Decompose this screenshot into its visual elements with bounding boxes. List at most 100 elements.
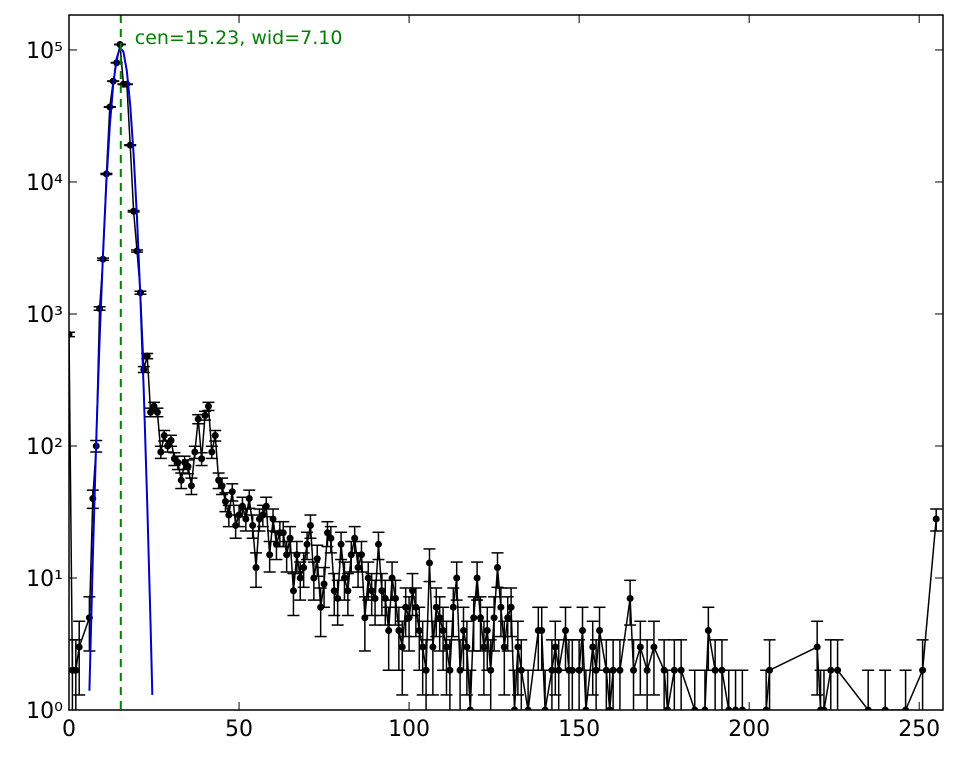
data-point — [242, 515, 250, 523]
data-point — [422, 666, 430, 674]
data-point — [408, 587, 416, 595]
plot-area — [69, 15, 943, 710]
data-point — [493, 564, 501, 572]
data-point — [354, 564, 362, 572]
data-point — [391, 594, 399, 602]
axes-frame — [68, 14, 944, 711]
data-point — [630, 666, 638, 674]
y-tick-label: 10³ — [26, 303, 63, 328]
data-point — [524, 706, 532, 710]
data-point — [551, 643, 559, 651]
data-point — [286, 534, 294, 542]
y-tick-label: 10¹ — [26, 567, 63, 592]
y-tick-label: 10² — [26, 435, 63, 460]
data-point — [262, 502, 270, 510]
data-point — [395, 627, 403, 635]
data-point — [249, 521, 257, 529]
data-point — [701, 706, 709, 710]
data-point — [511, 706, 519, 710]
data-point — [374, 540, 382, 548]
x-tick-label: 50 — [225, 717, 253, 742]
data-point — [143, 352, 151, 360]
data-point — [225, 511, 233, 519]
data-point — [289, 587, 297, 595]
data-point — [439, 627, 447, 635]
data-point — [201, 412, 209, 420]
data-point — [425, 559, 433, 567]
data-point — [279, 529, 287, 537]
data-point — [381, 594, 389, 602]
data-point — [371, 594, 379, 602]
data-point — [902, 706, 910, 710]
data-point — [69, 330, 73, 338]
data-point — [548, 666, 556, 674]
axes: 0 50 100 150 200 250 10⁰ 10¹ 10² 10³ 10⁴ 10⁵ — [26, 15, 943, 742]
data-point — [589, 643, 597, 651]
data-point — [762, 706, 770, 710]
data-point — [476, 614, 484, 622]
data-point — [606, 706, 614, 710]
data-point — [330, 587, 338, 595]
data-point — [555, 666, 563, 674]
data-point — [827, 666, 835, 674]
data-point — [517, 666, 525, 674]
data-point — [932, 515, 940, 523]
data-point — [582, 706, 590, 710]
data-point — [194, 415, 202, 423]
x-tick-label: 200 — [728, 717, 770, 742]
data-point — [334, 594, 342, 602]
data-point — [919, 666, 927, 674]
data-point — [221, 497, 229, 505]
data-point — [579, 627, 587, 635]
data-point — [490, 614, 498, 622]
data-point — [351, 534, 359, 542]
data-point — [643, 666, 651, 674]
data-point — [75, 643, 83, 651]
data-point — [184, 462, 192, 470]
data-point — [596, 627, 604, 635]
data-point — [636, 643, 644, 651]
data-point — [415, 627, 423, 635]
data-point — [470, 614, 478, 622]
data-point — [160, 432, 168, 440]
data-point — [483, 627, 491, 635]
data-point — [507, 603, 515, 611]
data-point — [704, 627, 712, 635]
data-point — [296, 574, 304, 582]
data-point — [323, 529, 331, 537]
data-point — [269, 515, 277, 523]
data-point — [385, 627, 393, 635]
data-point — [398, 643, 406, 651]
x-tick-label: 150 — [558, 717, 600, 742]
data-point — [174, 458, 182, 466]
data-point — [232, 521, 240, 529]
data-point — [541, 706, 549, 710]
data-point — [446, 666, 454, 674]
data-point — [313, 555, 321, 563]
annotation: cen=15.23, wid=7.10 — [135, 27, 343, 49]
data-point — [738, 706, 746, 710]
data-point — [670, 666, 678, 674]
y-tick-label: 10⁰ — [26, 699, 63, 724]
data-point — [616, 666, 624, 674]
data-point — [187, 482, 195, 490]
data-point — [459, 627, 467, 635]
data-point — [664, 706, 672, 710]
data-point — [538, 627, 546, 635]
data-point — [245, 495, 253, 503]
x-tick-label: 0 — [62, 717, 76, 742]
data-point — [429, 643, 437, 651]
x-tick-label: 250 — [898, 717, 940, 742]
data-point — [204, 402, 212, 410]
y-tick-label: 10⁴ — [26, 171, 63, 196]
data-point — [72, 666, 80, 674]
data-point — [500, 643, 508, 651]
data-point — [340, 574, 348, 582]
data-point — [881, 706, 889, 710]
data-point — [449, 603, 457, 611]
data-point — [711, 666, 719, 674]
data-point — [310, 574, 318, 582]
data-point — [463, 643, 471, 651]
